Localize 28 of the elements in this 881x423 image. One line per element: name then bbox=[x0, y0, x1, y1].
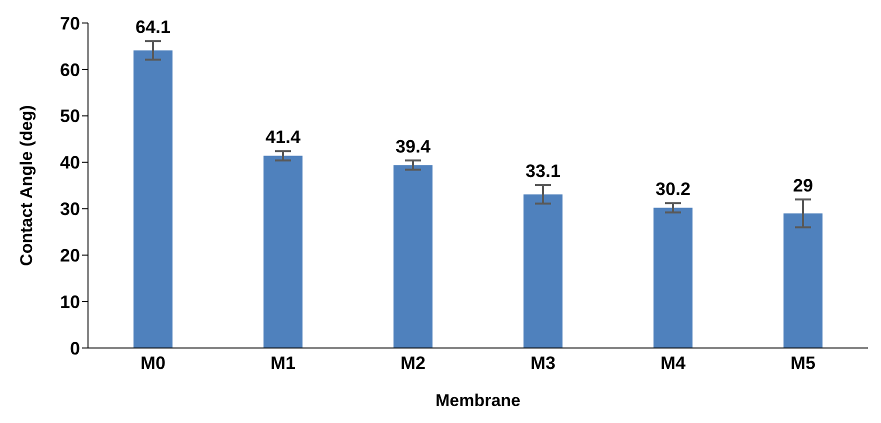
y-tick-label: 40 bbox=[60, 152, 80, 173]
bar bbox=[394, 165, 432, 348]
y-tick-label: 0 bbox=[70, 338, 80, 358]
y-tick-label: 60 bbox=[60, 60, 80, 80]
data-label: 33.1 bbox=[525, 160, 561, 181]
x-tick-label: M0 bbox=[140, 352, 166, 373]
x-tick-label: M3 bbox=[530, 352, 556, 373]
y-tick-label: 70 bbox=[60, 13, 80, 34]
x-axis-title: Membrane bbox=[435, 391, 521, 410]
y-tick-label: 10 bbox=[60, 292, 80, 312]
bar bbox=[524, 194, 562, 348]
y-tick-label: 20 bbox=[60, 246, 80, 266]
bar bbox=[654, 208, 692, 348]
y-tick-label: 30 bbox=[60, 199, 80, 220]
y-tick-label: 50 bbox=[60, 106, 80, 126]
x-tick-label: M2 bbox=[400, 352, 426, 373]
data-label: 41.4 bbox=[265, 127, 301, 148]
bar bbox=[784, 213, 822, 348]
bar bbox=[134, 50, 172, 348]
data-label: 29 bbox=[792, 175, 814, 196]
x-tick-label: M5 bbox=[790, 352, 816, 373]
bar bbox=[264, 156, 302, 348]
data-label: 30.2 bbox=[655, 179, 691, 200]
y-axis-title: Contact Angle (deg) bbox=[17, 105, 36, 266]
x-tick-label: M4 bbox=[660, 352, 686, 373]
data-label: 39.4 bbox=[395, 136, 431, 156]
x-tick-label: M1 bbox=[270, 352, 296, 373]
data-label: 64.1 bbox=[135, 17, 171, 38]
